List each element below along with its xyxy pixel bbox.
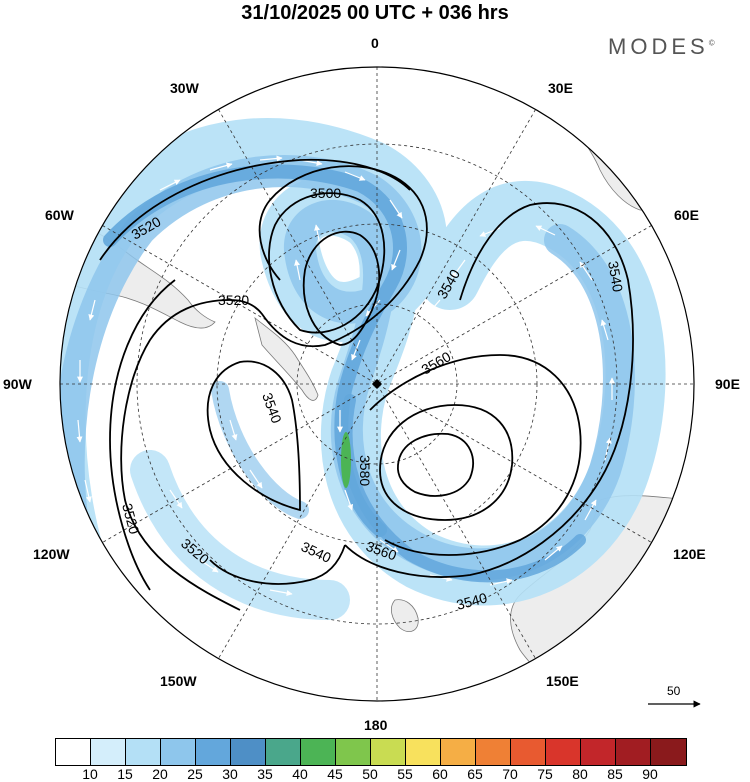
wind-speed-shading: [60, 117, 666, 630]
lon-label-150w: 150W: [160, 673, 197, 689]
logo-copyright: ©: [708, 38, 715, 48]
contour-3540-south: [209, 544, 346, 585]
colorbar-label: 10: [82, 766, 98, 782]
contour-jet-north: [99, 158, 411, 261]
colorbar-label: 65: [467, 766, 483, 782]
colorbar-swatch: [126, 739, 161, 765]
lon-label-60w: 60W: [45, 207, 74, 223]
colorbar-swatch: [161, 739, 196, 765]
contour-3540-left: [206, 360, 301, 512]
colorbar-label: 35: [257, 766, 273, 782]
colorbar-label: 45: [327, 766, 343, 782]
contour-label: 3520: [218, 292, 249, 308]
colorbar-swatch: [231, 739, 266, 765]
contour-inner-low: [397, 432, 474, 497]
lon-label-150e: 150E: [546, 673, 579, 689]
left-inner-band: [211, 381, 309, 519]
lon-label-180: 180: [364, 717, 388, 733]
pole-marker: [372, 379, 382, 389]
contour-label: 3580: [357, 455, 373, 486]
colorbar-swatch: [406, 739, 441, 765]
colorbar-label: 50: [362, 766, 378, 782]
colorbar-label: 15: [117, 766, 133, 782]
lon-label-90e: 90E: [715, 376, 740, 392]
lon-label-90w: 90W: [3, 376, 32, 392]
contour-3520-outer: [120, 165, 428, 611]
colorbar-label: 40: [292, 766, 308, 782]
map-boundary: [59, 66, 695, 702]
colorbar-swatch: [616, 739, 651, 765]
height-contours: [99, 158, 634, 611]
colorbar-swatch: [476, 739, 511, 765]
colorbar-swatch: [56, 739, 91, 765]
new-zealand-landmass: [390, 599, 419, 632]
contour-3540-right: [344, 202, 634, 578]
lon-label-60e: 60E: [674, 207, 699, 223]
logo-text: MODES: [608, 34, 709, 59]
contour-3580: [379, 404, 514, 521]
lon-label-120e: 120E: [673, 546, 706, 562]
colorbar-swatch: [511, 739, 546, 765]
colorbar-label: 75: [537, 766, 553, 782]
max-wind-patch: [341, 432, 351, 488]
colorbar-label: 55: [397, 766, 413, 782]
colorbar-swatch: [301, 739, 336, 765]
colorbar-swatch: [196, 739, 231, 765]
lon-label-30e: 30E: [548, 80, 573, 96]
contour-label: 3540: [455, 589, 489, 613]
colorbar-label: 80: [572, 766, 588, 782]
wind-scale-value: 50: [667, 684, 681, 698]
colorbar-label: 70: [502, 766, 518, 782]
lon-label-120w: 120W: [33, 546, 70, 562]
colorbar-swatch: [546, 739, 581, 765]
colorbar-label: 60: [432, 766, 448, 782]
contour-3560: [369, 354, 582, 556]
contour-label: 3500: [310, 185, 341, 201]
colorbar-label: 20: [152, 766, 168, 782]
map-title: 31/10/2025 00 UTC + 036 hrs: [241, 2, 509, 24]
colorbar-swatch: [266, 739, 301, 765]
antarctic-peninsula: [254, 316, 319, 401]
contour-label: 3540: [605, 260, 626, 294]
graticule: [60, 67, 694, 701]
colorbar-label: 25: [187, 766, 203, 782]
colorbar-swatch: [581, 739, 616, 765]
lon-label-30w: 30W: [170, 80, 199, 96]
colorbar-labels: 10 15 20 25 30 35 40 45 50 55 60 65 70 75 80 85 90: [0, 766, 750, 782]
modes-logo: MODES©: [608, 34, 715, 60]
contour-3520-west: [109, 279, 176, 591]
colorbar-swatch: [336, 739, 371, 765]
contour-label: 3520: [119, 502, 143, 536]
colorbar-swatch: [441, 739, 476, 765]
colorbar-label: 90: [642, 766, 658, 782]
contour-3500: [268, 192, 386, 334]
colorbar: [55, 738, 687, 766]
colorbar-swatch: [651, 739, 686, 765]
colorbar-label: 30: [222, 766, 238, 782]
lon-label-0: 0: [371, 35, 379, 51]
contour-3520-inner: [302, 230, 381, 346]
colorbar-swatch: [91, 739, 126, 765]
colorbar-swatch: [371, 739, 406, 765]
colorbar-label: 85: [607, 766, 623, 782]
